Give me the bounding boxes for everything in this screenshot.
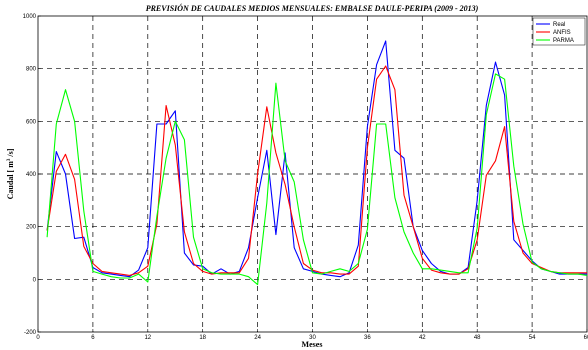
x-tick-label: 18 (199, 335, 206, 341)
chart-title: PREVISIÓN DE CAUDALES MEDIOS MENSUALES: … (146, 3, 479, 13)
y-axis-label: Caudal [ m3 /s] (6, 148, 15, 199)
x-axis-label: Meses (302, 340, 323, 349)
x-tick-label: 30 (309, 335, 316, 341)
series-line-real (46, 40, 587, 278)
data-series (46, 40, 588, 286)
legend-label-parma: PARMA (553, 38, 574, 44)
x-tick-label: 42 (419, 335, 426, 341)
legend: Real ANFIS PARMA (532, 17, 586, 46)
y-tick-label: 600 (26, 119, 37, 125)
y-tick-label: 800 (26, 67, 37, 73)
series-line-anfis (46, 65, 587, 276)
x-tick-label: 54 (529, 335, 536, 341)
axis-ticks: 06121824303642485460-2000200400600800100… (23, 14, 588, 341)
y-tick-label: -200 (24, 330, 37, 336)
series-line-parma (46, 73, 588, 286)
legend-label-real: Real (553, 22, 565, 28)
y-tick-label: 200 (26, 225, 37, 231)
x-tick-label: 6 (91, 335, 95, 341)
x-tick-label: 36 (364, 335, 371, 341)
legend-label-anfis: ANFIS (553, 30, 571, 36)
y-tick-label: 0 (33, 277, 37, 283)
y-axis-label-superscript: 3 (7, 158, 12, 161)
x-tick-label: 0 (36, 335, 40, 341)
y-tick-label: 400 (26, 172, 37, 178)
x-tick-label: 60 (584, 335, 588, 341)
x-tick-label: 12 (144, 335, 151, 341)
x-tick-label: 48 (474, 335, 481, 341)
y-tick-label: 1000 (23, 14, 37, 20)
x-tick-label: 24 (254, 335, 261, 341)
